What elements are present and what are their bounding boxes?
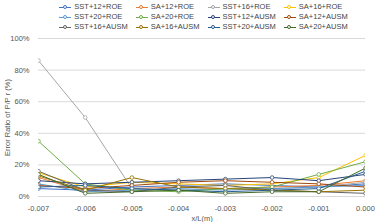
svg-text:40%: 40%: [14, 129, 29, 138]
html-text:SA+16+AUSM: SA+16+AUSM: [150, 22, 200, 31]
svg-text:0.000: 0.000: [356, 204, 375, 213]
html-text:SA+20+ROE: SA+20+ROE: [150, 12, 195, 21]
html-text:SST+20+AUSM: SST+20+AUSM: [222, 22, 276, 31]
html-text:SST+16+AUSM: SST+16+AUSM: [74, 22, 128, 31]
html-text:SA+16+ROE: SA+16+ROE: [298, 2, 343, 11]
html-text:SST+12+AUSM: SST+12+AUSM: [222, 12, 276, 21]
svg-text:x/L(m): x/L(m): [191, 214, 213, 222]
svg-text:-0.002: -0.002: [261, 204, 282, 213]
html-text:SST+12+ROE: SST+12+ROE: [74, 2, 123, 11]
svg-text:60%: 60%: [14, 97, 29, 106]
svg-text:0%: 0%: [19, 192, 30, 201]
svg-text:Error Ratio of P/P r (%): Error Ratio of P/P r (%): [3, 79, 12, 156]
html-text:SA+20+AUSM: SA+20+AUSM: [298, 22, 348, 31]
svg-text:-0.006: -0.006: [75, 204, 96, 213]
svg-text:-0.007: -0.007: [28, 204, 49, 213]
svg-text:100%: 100%: [10, 34, 30, 43]
html-text:SST+20+ROE: SST+20+ROE: [74, 12, 123, 21]
html-text:SA+12+ROE: SA+12+ROE: [150, 2, 195, 11]
svg-text:-0.004: -0.004: [168, 204, 189, 213]
html-text:SA+12+AUSM: SA+12+AUSM: [298, 12, 348, 21]
svg-text:-0.003: -0.003: [215, 204, 236, 213]
html-text:SST+16+ROE: SST+16+ROE: [222, 2, 271, 11]
svg-text:80%: 80%: [14, 66, 29, 75]
svg-text:-0.001: -0.001: [308, 204, 329, 213]
svg-text:-0.005: -0.005: [121, 204, 142, 213]
svg-text:20%: 20%: [14, 160, 29, 169]
